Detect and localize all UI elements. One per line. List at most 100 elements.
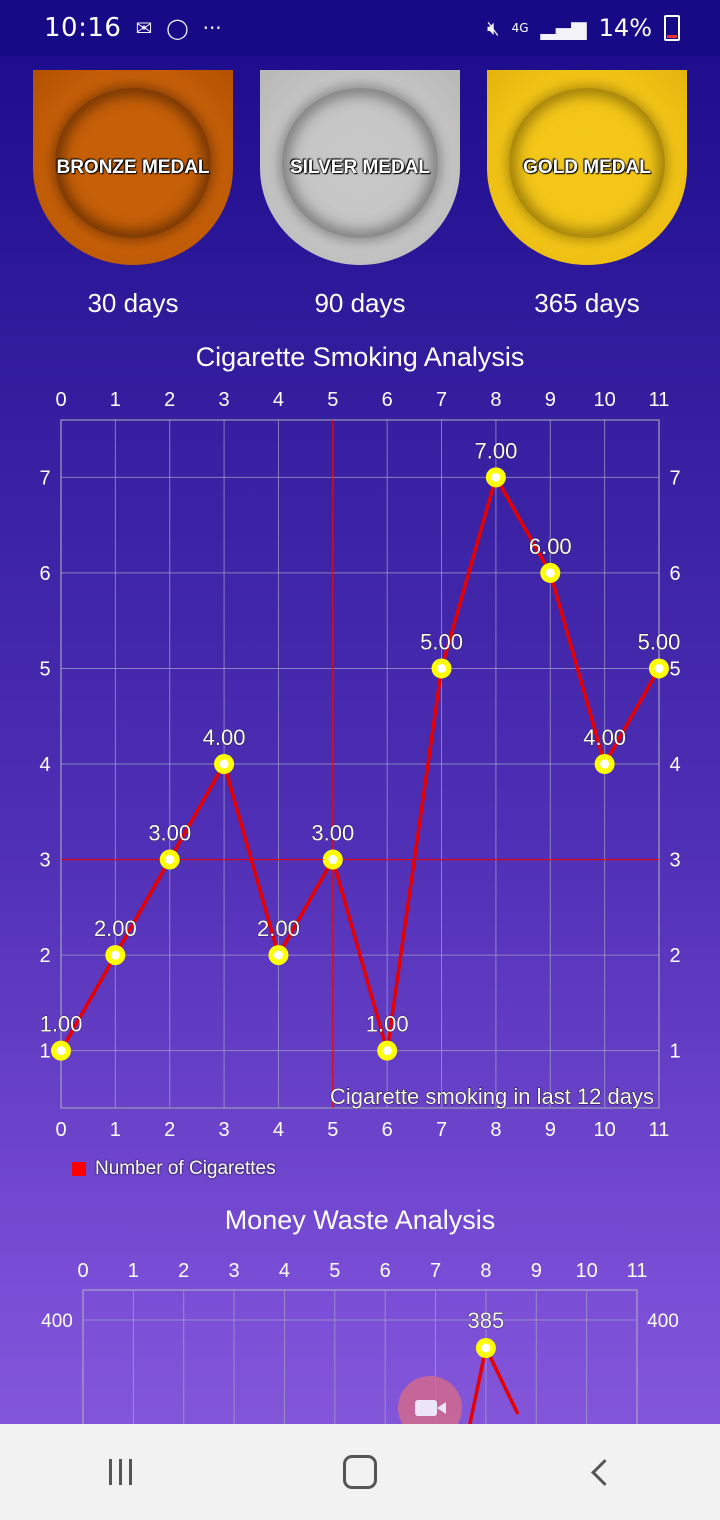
- y-tick-label-right: 1: [669, 1041, 680, 1063]
- legend-swatch: [72, 1162, 86, 1176]
- series-line: [59, 475, 661, 1053]
- recents-icon: [108, 1459, 132, 1485]
- y-tick-label-left: 5: [39, 658, 50, 680]
- bronze-medal[interactable]: BRONZE MEDAL: [33, 70, 233, 265]
- y-tick-label-left: 4: [39, 754, 50, 776]
- data-point-center: [56, 1046, 66, 1056]
- data-point-center: [437, 663, 447, 673]
- more-icon: ···: [202, 16, 222, 40]
- medal-row: BRONZE MEDAL 30 days SILVER MEDAL 90 day…: [0, 70, 720, 330]
- x-tick-label-bottom: 5: [327, 1119, 338, 1141]
- x-tick-label-top: 0: [77, 1260, 88, 1282]
- y-tick-label-left: 1: [39, 1041, 50, 1063]
- x-tick-label-bottom: 9: [545, 1119, 556, 1141]
- medal-days: 365 days: [534, 288, 640, 318]
- x-tick-label-top: 5: [327, 389, 338, 411]
- y-tick-label-right: 4: [669, 754, 680, 776]
- x-tick-label-top: 3: [229, 1260, 240, 1282]
- data-label: 385: [468, 1308, 505, 1333]
- x-tick-label-top: 4: [273, 389, 284, 411]
- chart-title-smoking: Cigarette Smoking Analysis: [195, 342, 525, 372]
- x-tick-label-bottom: 11: [649, 1119, 670, 1141]
- data-label: 6.00: [529, 534, 572, 559]
- data-label: 1.00: [366, 1012, 409, 1037]
- x-tick-label-bottom: 10: [594, 1119, 616, 1141]
- y-tick-label-left: 2: [39, 945, 50, 967]
- x-tick-label-top: 11: [649, 389, 670, 411]
- x-tick-label-bottom: 3: [219, 1119, 230, 1141]
- home-button[interactable]: [320, 1442, 400, 1502]
- medal-name: GOLD MEDAL: [523, 156, 651, 178]
- data-label: 1.00: [40, 1012, 83, 1037]
- data-point-center: [328, 855, 338, 865]
- x-tick-label-bottom: 8: [490, 1119, 501, 1141]
- data-label: 4.00: [583, 725, 626, 750]
- back-button[interactable]: [560, 1442, 640, 1502]
- silver-medal[interactable]: SILVER MEDAL: [260, 70, 460, 265]
- y-tick-label-left: 6: [39, 563, 50, 585]
- data-point-center: [165, 855, 175, 865]
- y-tick-label-right: 2: [669, 945, 680, 967]
- x-tick-label-bottom: 2: [164, 1119, 175, 1141]
- data-label: 2.00: [94, 916, 137, 941]
- gold-medal[interactable]: GOLD MEDAL: [487, 70, 687, 265]
- whatsapp-icon: ◯: [166, 16, 189, 40]
- x-tick-label-top: 2: [164, 389, 175, 411]
- chart-legend: Number of Cigarettes: [72, 1158, 276, 1180]
- video-camera-icon: [415, 1400, 446, 1416]
- status-time: 10:16: [44, 13, 122, 43]
- data-point-center: [382, 1046, 392, 1056]
- recents-button[interactable]: [80, 1442, 160, 1502]
- gmail-icon: ✉: [135, 16, 153, 40]
- medal-name: BRONZE MEDAL: [56, 156, 210, 178]
- data-label: 4.00: [203, 725, 246, 750]
- navigation-bar: [0, 1424, 720, 1520]
- x-tick-label-bottom: 1: [110, 1119, 121, 1141]
- x-tick-label-top: 3: [219, 389, 230, 411]
- mute-icon: 🔇︎: [486, 16, 500, 40]
- network-type: 4G: [511, 21, 529, 35]
- x-tick-label-top: 4: [279, 1260, 290, 1282]
- x-tick-label-bottom: 7: [436, 1119, 447, 1141]
- data-point-center: [219, 759, 229, 769]
- data-point-center: [600, 759, 610, 769]
- y-tick-label-right: 6: [669, 563, 680, 585]
- legend-label: Number of Cigarettes: [95, 1158, 276, 1179]
- x-tick-label-top: 6: [382, 389, 393, 411]
- x-tick-label-top: 9: [531, 1260, 542, 1282]
- medal-days: 90 days: [314, 288, 406, 318]
- y-tick-label-right: 5: [669, 658, 680, 680]
- data-label: 5.00: [420, 629, 463, 654]
- home-icon: [343, 1455, 377, 1489]
- chart-annotation: Cigarette smoking in last 12 days: [330, 1084, 654, 1109]
- y-tick-label-right: 400: [647, 1311, 679, 1332]
- x-tick-label-top: 9: [545, 389, 556, 411]
- data-label: 7.00: [474, 438, 517, 463]
- data-point-center: [654, 663, 664, 673]
- x-tick-label-top: 6: [380, 1260, 391, 1282]
- x-tick-label-bottom: 6: [382, 1119, 393, 1141]
- x-tick-label-top: 7: [436, 389, 447, 411]
- status-bar: 10:16 ✉ ◯ ··· 🔇︎ 4G ▂▄▆ 14%: [0, 0, 720, 56]
- money-chart: 0 1 2 3 4 5 6 7 8 9 10 11 400 400 385: [41, 1260, 679, 1424]
- x-tick-label-top: 10: [594, 389, 616, 411]
- series-line-out: [484, 1347, 520, 1415]
- x-tick-label-top: 11: [627, 1260, 648, 1282]
- x-tick-label-top: 8: [480, 1260, 491, 1282]
- medal-name: SILVER MEDAL: [289, 156, 431, 178]
- battery-icon: [664, 15, 680, 41]
- back-icon: [590, 1458, 618, 1486]
- x-tick-label-top: 5: [329, 1260, 340, 1282]
- series-line-in: [468, 1347, 488, 1424]
- x-tick-label-top: 1: [110, 389, 121, 411]
- x-tick-label-top: 2: [178, 1260, 189, 1282]
- x-tick-label-top: 7: [430, 1260, 441, 1282]
- data-point-center: [545, 568, 555, 578]
- x-tick-label-top: 1: [128, 1260, 139, 1282]
- y-tick-label-right: 7: [669, 467, 680, 489]
- x-tick-label-bottom: 4: [273, 1119, 284, 1141]
- data-label: 3.00: [311, 821, 354, 846]
- y-tick-label-left: 3: [39, 850, 50, 872]
- data-label: 2.00: [257, 916, 300, 941]
